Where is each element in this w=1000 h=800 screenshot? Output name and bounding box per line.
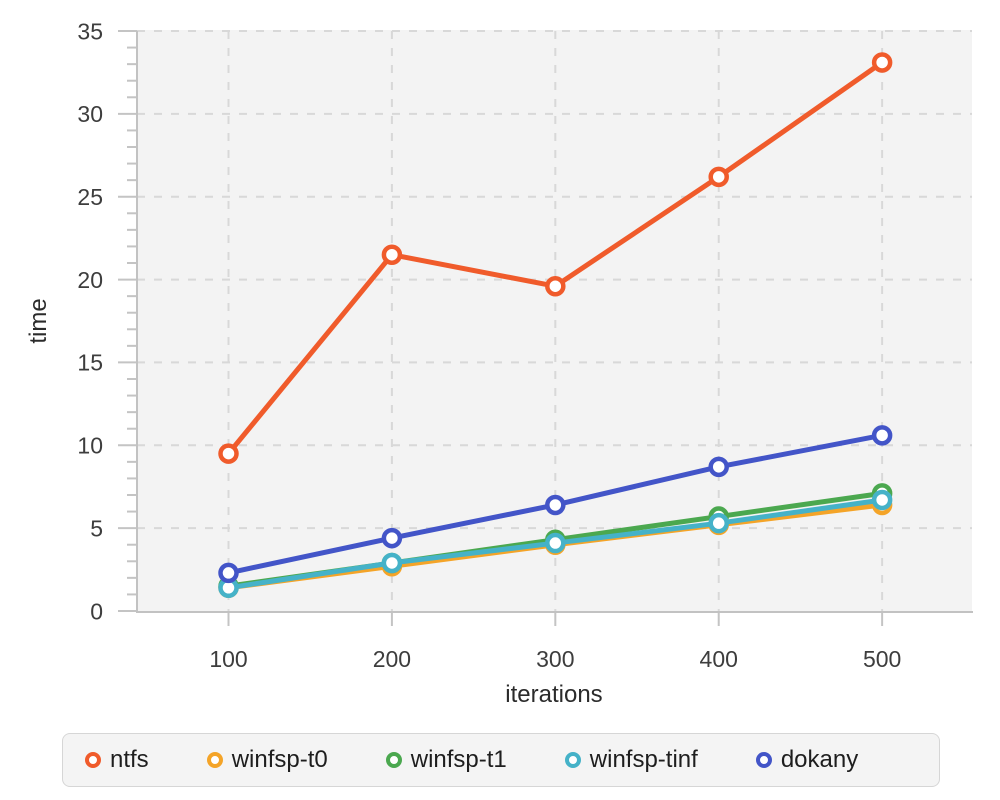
y-tick-label: 0 (90, 598, 103, 624)
data-point[interactable] (381, 244, 403, 265)
data-point[interactable] (708, 166, 729, 188)
legend-marker-icon (206, 752, 223, 768)
data-point[interactable] (871, 425, 893, 446)
legend-item-ntfs[interactable]: ntfs (85, 746, 149, 774)
x-tick-label: 300 (536, 646, 574, 672)
legend-label: dokany (780, 746, 859, 773)
y-tick-label: 35 (77, 18, 103, 44)
data-point[interactable] (381, 552, 403, 574)
y-tick-label: 20 (77, 267, 103, 293)
legend-item-winfsp-t1[interactable]: winfsp-t1 (385, 746, 507, 774)
x-tick-label: 500 (863, 646, 901, 672)
legend-item-winfsp-t0[interactable]: winfsp-t0 (206, 746, 328, 774)
data-point[interactable] (708, 512, 729, 534)
y-tick-label: 15 (77, 350, 103, 376)
legend-label: winfsp-t0 (231, 746, 328, 773)
data-point[interactable] (708, 456, 729, 478)
data-point[interactable] (381, 527, 403, 549)
legend-label: winfsp-tinf (589, 746, 698, 773)
legend-item-winfsp-tinf[interactable]: winfsp-tinf (564, 746, 698, 774)
legend-marker-icon (85, 752, 101, 768)
legend-marker-icon (564, 752, 581, 768)
series-lines (218, 52, 893, 599)
legend-label: ntfs (110, 746, 149, 773)
data-point[interactable] (871, 52, 893, 73)
data-point[interactable] (545, 275, 566, 297)
chart-svg: 0 5 10 15 20 25 30 35 100 200 300 400 500 iterations… (25, 18, 973, 708)
data-point[interactable] (218, 443, 239, 464)
legend-label: winfsp-t1 (410, 746, 507, 773)
axis-ticks (118, 30, 884, 626)
series-dokany (218, 425, 893, 584)
legend-item-dokany[interactable]: dokany (755, 746, 859, 774)
y-axis-title: time (25, 298, 52, 343)
legend: ntfs winfsp-t0 winfsp-t1 winfsp-tinf dokany (62, 733, 940, 787)
axis-spines (136, 31, 973, 613)
data-point[interactable] (545, 494, 566, 516)
y-tick-label: 10 (77, 433, 103, 459)
y-tick-label: 30 (77, 101, 103, 127)
series-ntfs (218, 52, 893, 464)
x-axis-title: iterations (505, 681, 602, 708)
legend-marker-icon (755, 752, 772, 768)
data-point[interactable] (545, 532, 566, 554)
axis-tick-labels: 0 5 10 15 20 25 30 35 100 200 300 400 500 (77, 18, 901, 672)
legend-marker-icon (385, 752, 402, 768)
y-tick-label: 25 (77, 184, 103, 210)
data-point[interactable] (218, 562, 239, 584)
y-tick-label: 5 (90, 515, 103, 541)
data-point[interactable] (871, 489, 893, 511)
x-tick-label: 200 (373, 646, 411, 672)
x-tick-label: 400 (700, 646, 738, 672)
x-tick-label: 100 (209, 646, 247, 672)
